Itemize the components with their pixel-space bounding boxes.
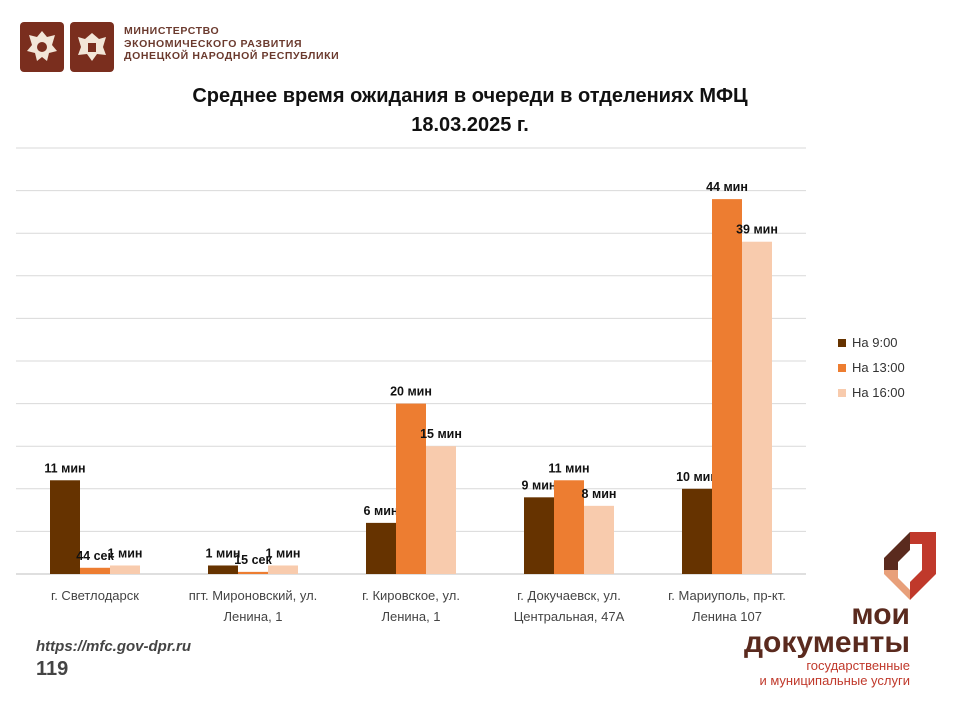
bar <box>426 446 456 574</box>
x-tick-label: Ленина, 1 <box>381 609 440 624</box>
data-label: 44 мин <box>706 180 748 194</box>
data-label: 11 мин <box>548 461 589 475</box>
data-label: 39 мин <box>736 223 778 237</box>
chart-subtitle: 18.03.2025 г. <box>411 114 529 136</box>
website-link[interactable]: https://mfc.gov-dpr.ru <box>36 638 191 655</box>
data-label: 9 мин <box>522 478 557 492</box>
legend-item: На 9:00 <box>838 330 905 355</box>
data-label: 10 мин <box>676 470 718 484</box>
brand-block: мои документы государственные и муниципа… <box>700 528 940 698</box>
data-label: 1 мин <box>266 546 301 560</box>
moi-dokumenty-logo-icon <box>884 532 936 600</box>
bar <box>682 488 712 574</box>
data-label: 15 мин <box>420 427 462 441</box>
bar <box>554 480 584 574</box>
coat-of-arms-dpr-icon <box>70 22 114 72</box>
coat-of-arms-russia-icon <box>20 22 64 72</box>
bar <box>268 565 298 574</box>
x-tick-label: Центральная, 47А <box>514 609 625 624</box>
x-tick-label: г. Светлодарск <box>51 588 139 603</box>
data-label: 44 сек <box>76 549 114 563</box>
data-label: 1 мин <box>206 546 241 560</box>
brand-line: и муниципальные услуги <box>759 673 910 688</box>
bar <box>110 565 140 574</box>
ministry-line: ЭКОНОМИЧЕСКОГО РАЗВИТИЯ <box>124 37 303 50</box>
x-tick-label: Ленина 107 <box>692 609 762 624</box>
bar <box>238 571 268 574</box>
legend-item: На 16:00 <box>838 380 905 405</box>
bar <box>366 522 396 574</box>
bar <box>584 505 614 574</box>
brand-line: документы <box>744 626 910 659</box>
x-tick-label: г. Кировское, ул. <box>362 588 460 603</box>
bar <box>396 403 426 574</box>
data-label: 8 мин <box>582 487 617 501</box>
header: МИНИСТЕРСТВО ЭКОНОМИЧЕСКОГО РАЗВИТИЯ ДОН… <box>20 22 339 72</box>
legend-swatch <box>838 363 846 372</box>
ministry-line: ДОНЕЦКОЙ НАРОДНОЙ РЕСПУБЛИКИ <box>124 50 340 62</box>
bar <box>712 199 742 574</box>
x-tick-label: пгт. Мироновский, ул. <box>189 588 318 603</box>
legend-label: На 9:00 <box>852 335 898 350</box>
x-tick-label: г. Мариуполь, пр-кт. <box>668 588 786 603</box>
x-tick-label: г. Докучаевск, ул. <box>517 588 621 603</box>
ministry-line: МИНИСТЕРСТВО <box>124 25 220 37</box>
ministry-name: МИНИСТЕРСТВО ЭКОНОМИЧЕСКОГО РАЗВИТИЯ ДОН… <box>124 25 339 63</box>
legend-swatch <box>838 338 846 347</box>
data-label: 20 мин <box>390 385 432 399</box>
data-label: 11 мин <box>44 461 85 475</box>
page-number: 119 <box>36 658 69 680</box>
brand-line: мои <box>851 598 910 631</box>
bar <box>524 497 554 574</box>
data-label: 6 мин <box>364 504 399 518</box>
bar <box>208 565 238 574</box>
legend-item: На 13:00 <box>838 355 905 380</box>
legend-label: На 13:00 <box>852 360 905 375</box>
bar <box>742 241 772 574</box>
legend-swatch <box>838 388 846 397</box>
data-label: 1 мин <box>108 546 143 560</box>
legend: На 9:00 На 13:00 На 16:00 <box>838 330 905 405</box>
bar <box>50 480 80 574</box>
brand-line: государственные <box>806 658 910 673</box>
x-tick-label: Ленина, 1 <box>223 609 282 624</box>
chart-title: Среднее время ожидания в очереди в отдел… <box>192 85 748 107</box>
data-label: 15 сек <box>234 553 272 567</box>
legend-label: На 16:00 <box>852 385 905 400</box>
bar <box>80 567 110 574</box>
